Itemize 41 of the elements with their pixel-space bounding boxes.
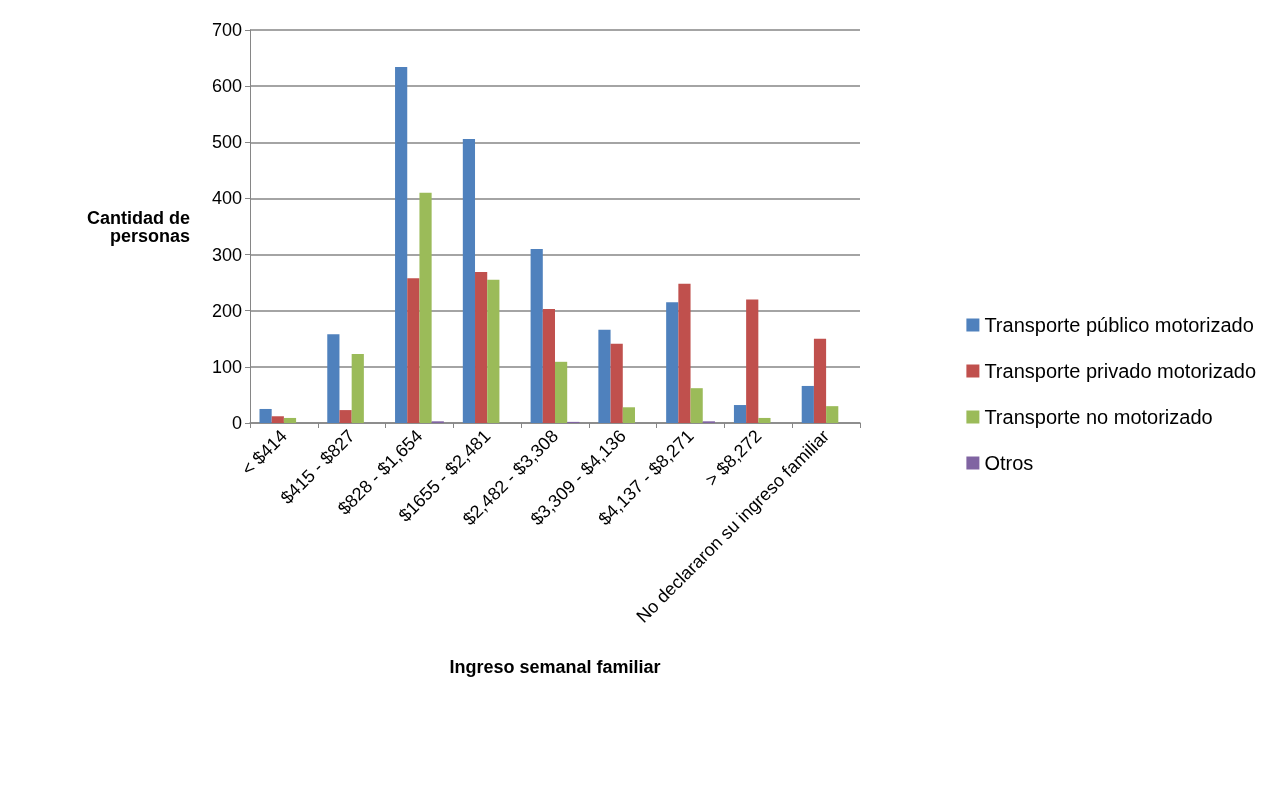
bar bbox=[283, 417, 297, 423]
bar bbox=[351, 353, 364, 423]
bar bbox=[259, 408, 272, 423]
y-tick-label: 100 bbox=[211, 356, 242, 377]
y-tick-label: 600 bbox=[211, 76, 242, 97]
bar bbox=[678, 283, 691, 423]
bar bbox=[462, 138, 476, 423]
bar bbox=[271, 416, 284, 423]
legend-label: Transporte no motorizado bbox=[984, 406, 1213, 428]
bar bbox=[826, 406, 839, 423]
bar bbox=[622, 407, 635, 423]
bar bbox=[530, 248, 543, 423]
bar bbox=[610, 343, 623, 423]
bar bbox=[395, 67, 408, 423]
y-tick-label: 400 bbox=[211, 188, 242, 209]
bar bbox=[339, 410, 352, 423]
bar bbox=[758, 417, 771, 423]
bar bbox=[801, 385, 814, 423]
bar bbox=[407, 278, 420, 423]
bar bbox=[813, 338, 827, 423]
bar bbox=[598, 329, 611, 423]
y-tick-label: 700 bbox=[211, 20, 242, 40]
bar bbox=[733, 405, 747, 423]
bar bbox=[327, 334, 340, 423]
y-axis-title: Cantidad de personas bbox=[86, 207, 190, 246]
bar bbox=[475, 271, 488, 423]
x-axis-title: Ingreso semanal familiar bbox=[449, 657, 661, 677]
legend-label: Transporte público motorizado bbox=[984, 314, 1254, 336]
legend-label: Otros bbox=[984, 452, 1034, 474]
y-tick-label: 500 bbox=[211, 132, 242, 153]
bar bbox=[690, 388, 703, 423]
y-tick-label: 200 bbox=[211, 300, 242, 321]
bar bbox=[555, 361, 568, 423]
bar bbox=[487, 279, 500, 423]
bar bbox=[419, 192, 432, 423]
y-tick-label: 300 bbox=[211, 244, 242, 265]
bar bbox=[542, 309, 555, 423]
bar bbox=[746, 299, 759, 423]
legend-label: Transporte privado motorizado bbox=[984, 360, 1257, 382]
y-tick-label: 0 bbox=[231, 413, 242, 433]
bar bbox=[666, 302, 679, 423]
